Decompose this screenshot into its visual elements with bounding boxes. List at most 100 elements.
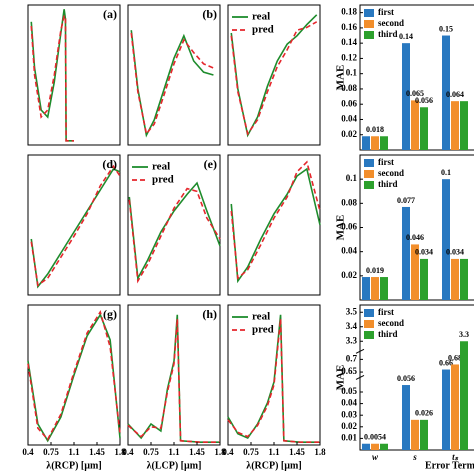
bar bbox=[420, 258, 428, 300]
bar bbox=[362, 443, 370, 450]
value-label: 0.034 bbox=[446, 248, 464, 257]
y-tick-label: 0.01 bbox=[341, 432, 357, 442]
curve bbox=[130, 30, 214, 138]
curve bbox=[30, 9, 74, 142]
curve bbox=[127, 314, 220, 443]
bar bbox=[451, 258, 459, 300]
value-label: 0.66 bbox=[439, 358, 453, 367]
bar bbox=[420, 107, 428, 150]
curve bbox=[30, 15, 74, 142]
y-axis-label: MAE bbox=[335, 365, 347, 391]
value-label: 0.14 bbox=[399, 32, 413, 41]
legend-label: first bbox=[378, 307, 394, 317]
frame bbox=[227, 4, 321, 146]
bar bbox=[362, 277, 370, 300]
panel-label: (a) bbox=[103, 7, 117, 21]
y-tick-label: 0.65 bbox=[341, 366, 357, 376]
legend-label: pred bbox=[252, 324, 274, 336]
panel-label: (h) bbox=[202, 307, 217, 321]
x-tick-label: 1.1 bbox=[168, 447, 180, 457]
curve bbox=[27, 313, 121, 443]
legend-swatch bbox=[364, 9, 374, 17]
legend-swatch bbox=[364, 320, 374, 328]
frame bbox=[127, 4, 221, 146]
curve bbox=[128, 181, 221, 281]
frame bbox=[127, 154, 221, 296]
value-label: 0.064 bbox=[446, 90, 464, 99]
bar bbox=[451, 101, 459, 150]
x-tick-label: 1.45 bbox=[189, 447, 205, 457]
x-tick-label: 1.8 bbox=[314, 447, 326, 457]
legend-label: real bbox=[252, 11, 270, 23]
bar bbox=[460, 101, 468, 150]
x-tick-label: 1.1 bbox=[268, 447, 280, 457]
y-tick-label: 0.12 bbox=[341, 52, 357, 62]
y-tick-label: 0.08 bbox=[341, 83, 357, 93]
x-tick-label: 1.45 bbox=[289, 447, 305, 457]
bar bbox=[420, 419, 428, 450]
axis-break bbox=[355, 374, 365, 380]
legend-swatch bbox=[364, 159, 374, 167]
legend-label: pred bbox=[152, 174, 174, 186]
legend-label: third bbox=[378, 29, 398, 39]
frame bbox=[27, 4, 121, 146]
curve bbox=[27, 310, 121, 441]
curve bbox=[230, 14, 318, 138]
value-label: 0.1 bbox=[441, 168, 451, 177]
x-axis-label: λ(RCP) [µm] bbox=[46, 460, 101, 471]
bar bbox=[380, 443, 388, 450]
legend-label: real bbox=[252, 311, 270, 323]
bar bbox=[402, 206, 410, 300]
legend-label: second bbox=[378, 18, 404, 28]
x-tick-label: 0.75 bbox=[143, 447, 159, 457]
x-tick-label: 0.75 bbox=[243, 447, 259, 457]
legend-label: third bbox=[378, 179, 398, 189]
y-tick-label: 0.05 bbox=[341, 386, 357, 396]
bar bbox=[460, 258, 468, 300]
x-tick-label: 1.45 bbox=[89, 447, 105, 457]
frame bbox=[27, 154, 121, 296]
x-tick-label: 1.1 bbox=[68, 447, 80, 457]
y-tick-label: 0.04 bbox=[341, 398, 357, 408]
y-tick-label: 3.4 bbox=[346, 321, 358, 331]
value-label: 0.065 bbox=[406, 89, 424, 98]
legend-swatch bbox=[364, 181, 374, 189]
x-tick-label: w bbox=[372, 452, 379, 462]
y-tick-label: 0.7 bbox=[346, 353, 358, 363]
legend-swatch bbox=[364, 331, 374, 339]
x-axis-label: Error Terms bbox=[425, 460, 474, 471]
legend-label: second bbox=[378, 318, 404, 328]
legend-label: first bbox=[378, 7, 394, 17]
curve bbox=[128, 187, 221, 284]
y-tick-label: 3.3 bbox=[346, 335, 358, 345]
legend-label: real bbox=[152, 161, 170, 173]
y-tick-label: 0.03 bbox=[341, 409, 357, 419]
legend-label: second bbox=[378, 168, 404, 178]
y-tick-label: 0.04 bbox=[341, 114, 357, 124]
panel-label: (g) bbox=[103, 307, 117, 321]
value-label: 0.034 bbox=[415, 248, 433, 257]
bar bbox=[411, 244, 419, 300]
y-tick-label: 0.08 bbox=[341, 197, 357, 207]
panel-label: (b) bbox=[202, 7, 217, 21]
x-axis-label: λ(LCP) [µm] bbox=[147, 460, 202, 471]
curve bbox=[230, 21, 318, 136]
curve bbox=[127, 318, 220, 443]
bar bbox=[442, 179, 450, 300]
bar bbox=[451, 364, 459, 450]
value-label: 0.056 bbox=[397, 374, 415, 383]
bar bbox=[380, 277, 388, 300]
panel-label: (e) bbox=[204, 157, 217, 171]
y-tick-label: 0.18 bbox=[341, 7, 357, 17]
frame bbox=[127, 304, 221, 446]
y-tick-label: 3.5 bbox=[346, 306, 358, 316]
bar bbox=[402, 385, 410, 450]
bar bbox=[442, 35, 450, 150]
bar bbox=[362, 136, 370, 150]
curve bbox=[230, 167, 321, 284]
y-tick-label: 0.1 bbox=[346, 173, 358, 183]
legend-label: third bbox=[378, 329, 398, 339]
x-tick-label: tₛ bbox=[452, 452, 459, 462]
bar bbox=[460, 341, 468, 450]
